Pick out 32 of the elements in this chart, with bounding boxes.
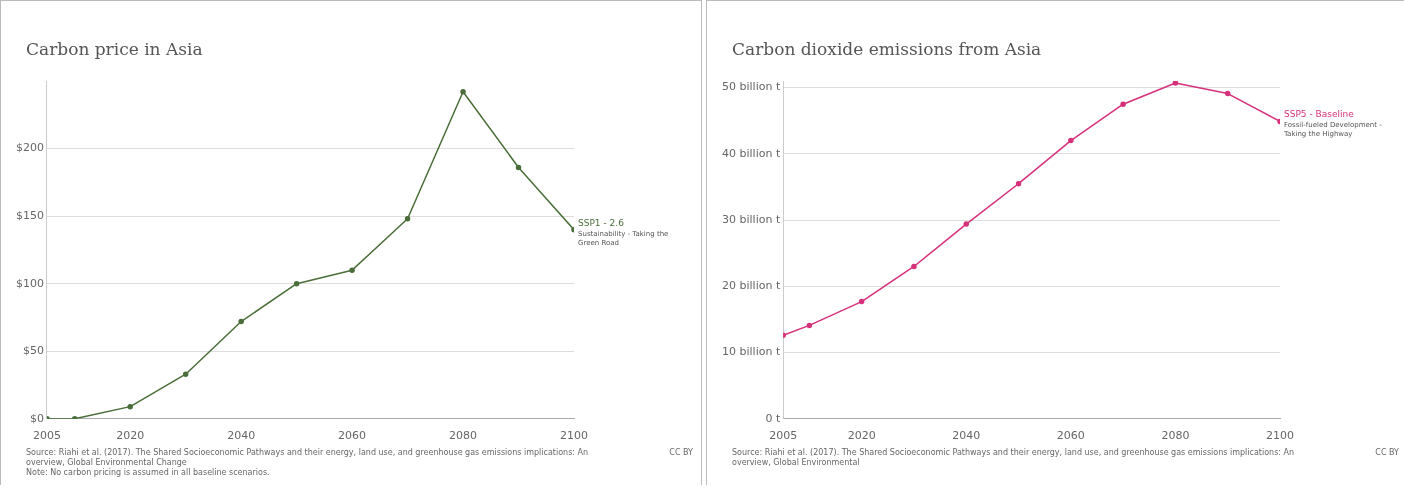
y-tick-label: $50	[22, 344, 44, 358]
source-note: Source: Riahi et al. (2017). The Shared Socioeconomic Pathways and their energy, land use, and greenhouse gas emissions implications: An overview, Global Environmental Change	[26, 448, 590, 468]
source-note: Source: Riahi et al. (2017). The Shared Socioeconomic Pathways and their energy, land use, and greenhouse gas emissions implications: An overview, Global Environmental	[732, 448, 1296, 468]
y-tick-label: $100	[15, 276, 44, 290]
text: CC BY	[669, 448, 693, 457]
x-tick-label: 2080	[449, 429, 478, 443]
y-tick-label: $150	[15, 208, 44, 222]
x-tick-label: 2100	[1266, 429, 1294, 443]
x-tick-label: 2005	[32, 429, 61, 443]
chart-title: Carbon dioxide emissions from Asia	[732, 39, 1042, 59]
series-label: SSP1 - 2.6	[578, 217, 625, 228]
series-label: SSP5 - Baseline	[1284, 109, 1355, 120]
x-tick-label: 2100	[560, 429, 588, 443]
x-tick-label: 2040	[227, 429, 256, 443]
y-tick-label: $200	[15, 141, 44, 155]
y-tick-label: 30 billion t	[721, 212, 781, 226]
y-tick-label: 10 billion t	[721, 345, 781, 359]
text: CC BY	[1375, 448, 1399, 457]
x-tick-label: 2020	[847, 429, 876, 443]
y-tick-label: 50 billion t	[721, 80, 781, 94]
y-tick-label: 40 billion t	[721, 146, 781, 160]
y-tick-label: $0	[29, 411, 44, 425]
x-tick-label: 2080	[1161, 429, 1190, 443]
y-tick-label: 0 t	[765, 411, 781, 425]
text: Note: No carbon pricing is assumed in all baseline scenarios.	[26, 468, 271, 478]
x-tick-label: 2040	[952, 429, 981, 443]
x-tick-label: 2020	[116, 429, 145, 443]
chart-title: Carbon price in Asia	[26, 39, 203, 59]
x-tick-label: 2060	[1056, 429, 1085, 443]
x-tick-label: 2060	[338, 429, 367, 443]
x-tick-label: 2005	[769, 429, 798, 443]
y-tick-label: 20 billion t	[721, 279, 781, 293]
